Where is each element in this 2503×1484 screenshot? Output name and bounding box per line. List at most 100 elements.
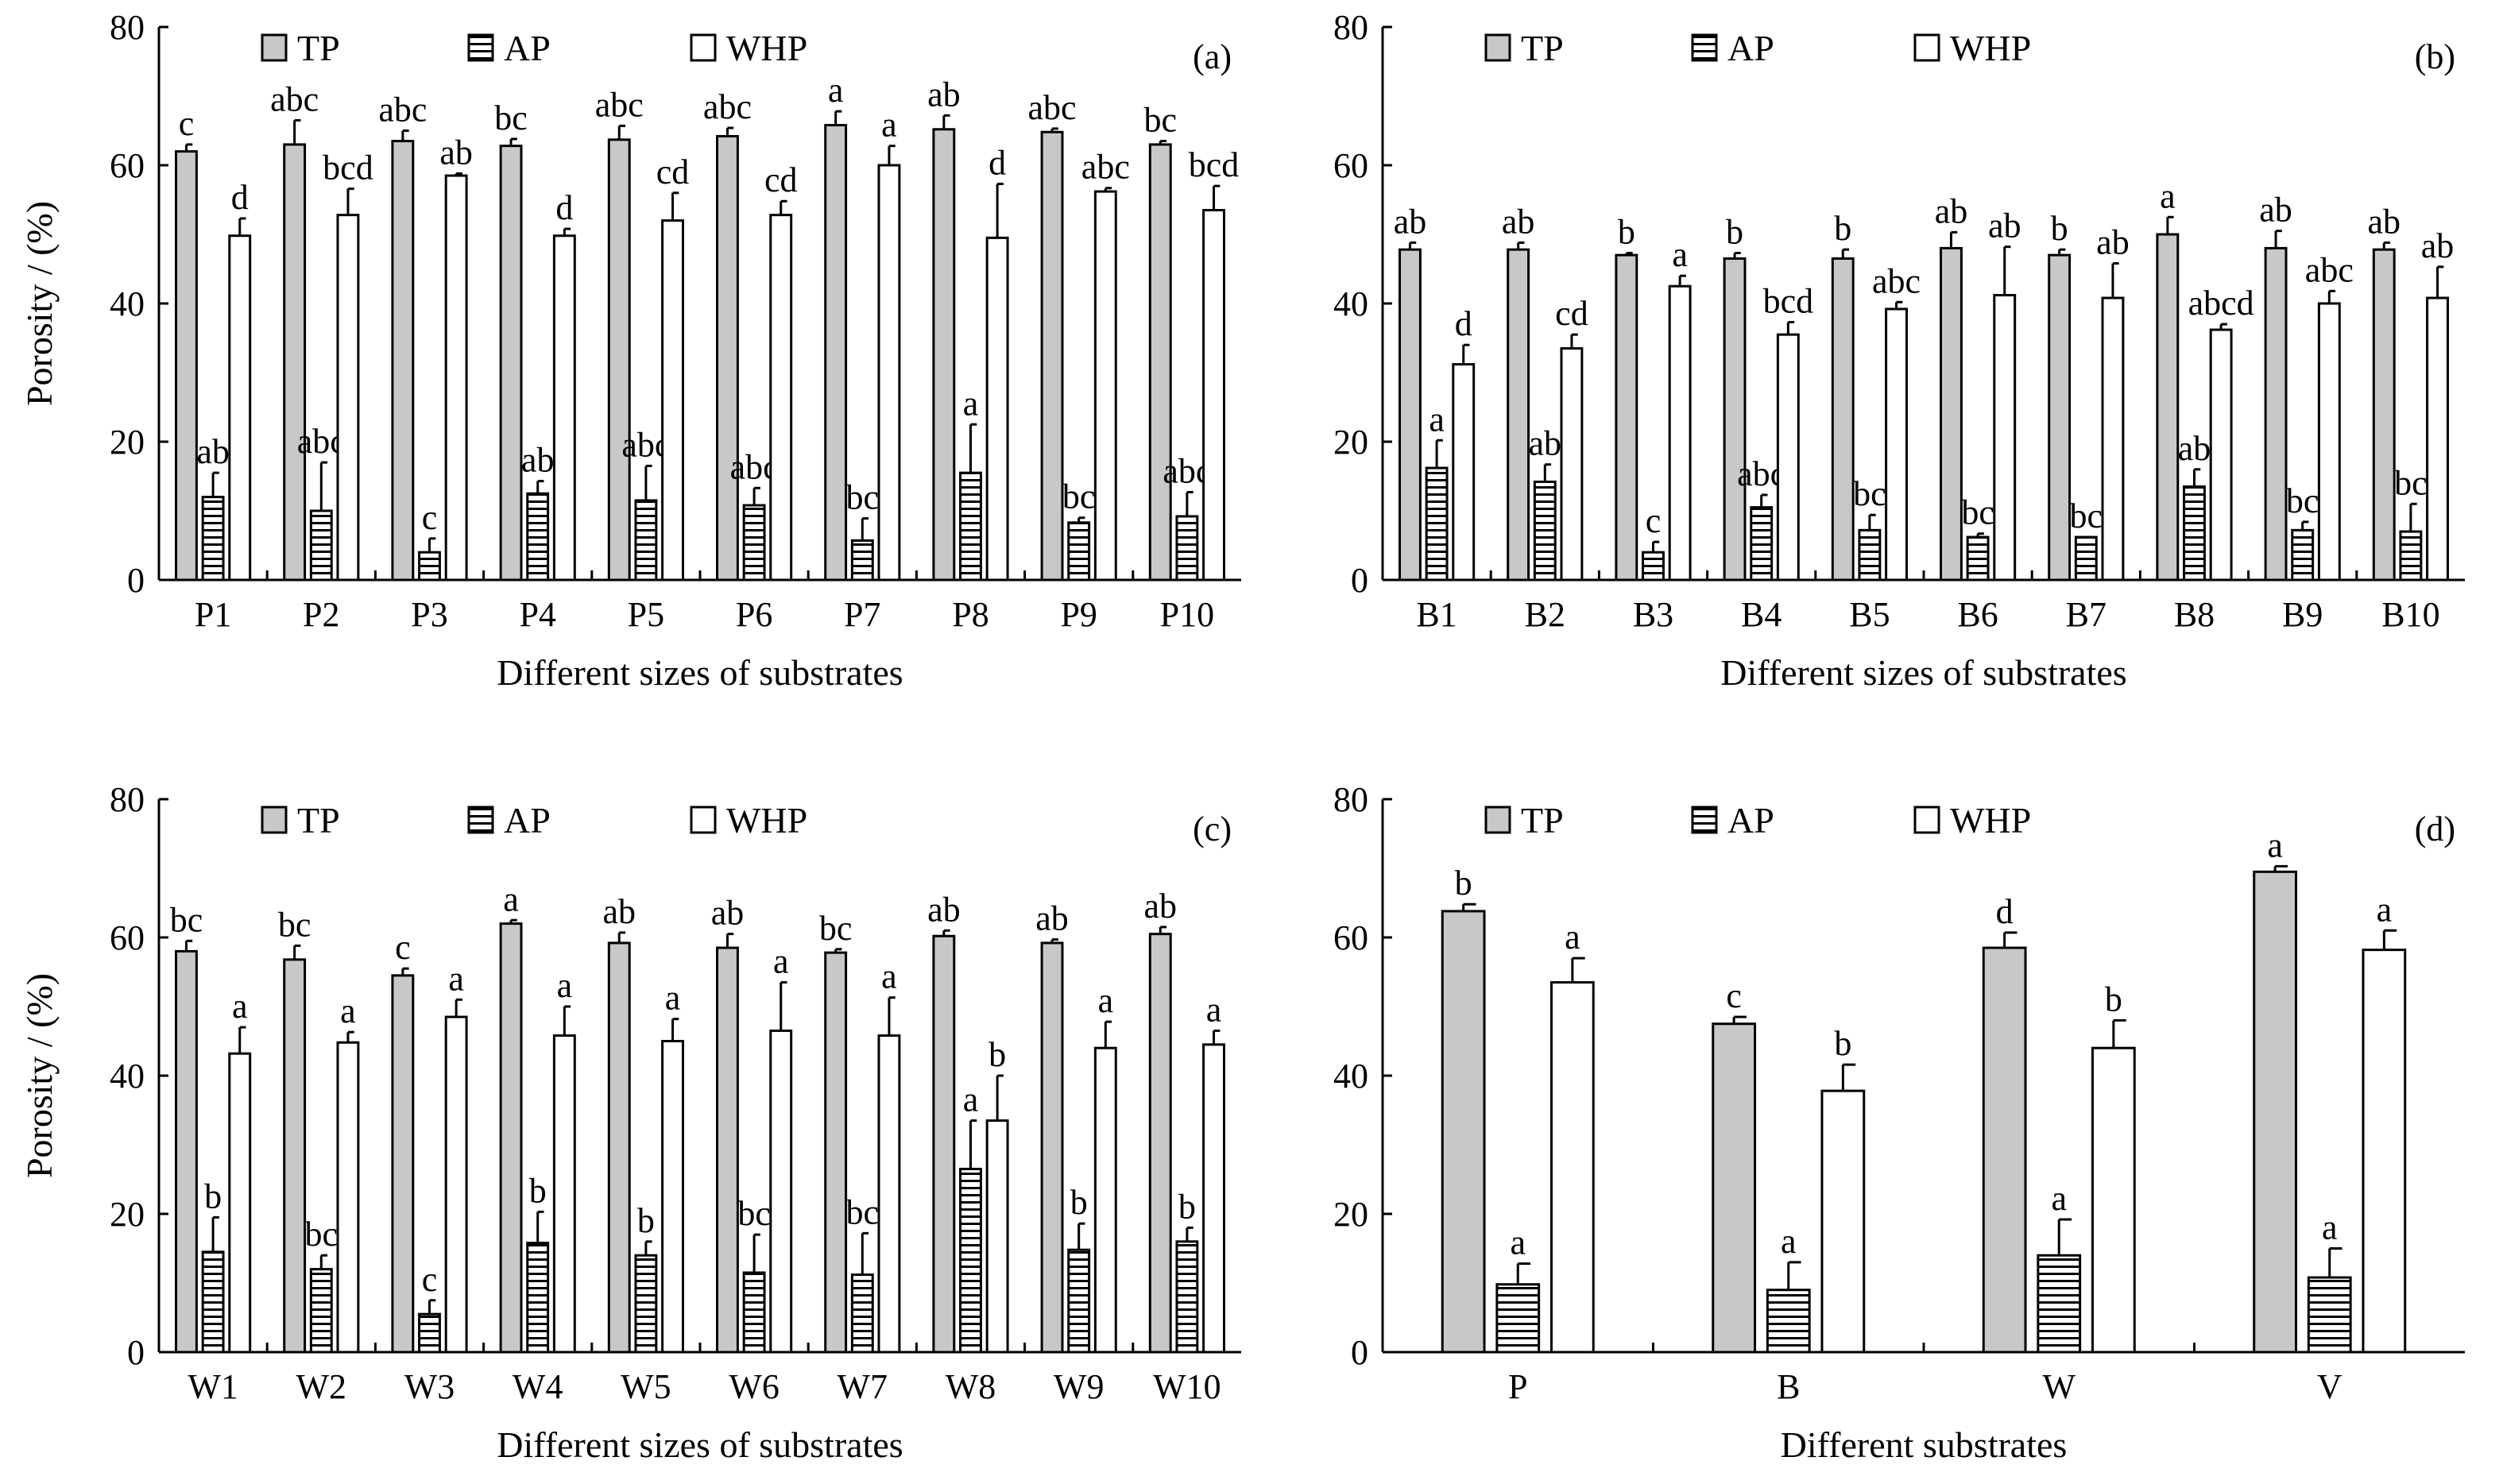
- bar-whp: [661, 1040, 684, 1354]
- significance-letter: a: [1098, 981, 1114, 1020]
- bar-ap: [526, 492, 550, 582]
- bar-tp: [2372, 248, 2396, 582]
- bar-whp: [1776, 333, 1800, 582]
- legend: TP AP WHP: [261, 28, 807, 68]
- legend-swatch-tp: [261, 806, 288, 834]
- bar-ap: [1533, 480, 1557, 582]
- significance-letter: d: [231, 178, 249, 217]
- bar-tp: [1040, 941, 1064, 1354]
- legend-label: TP: [297, 28, 340, 68]
- x-tick-label: P4: [519, 595, 555, 634]
- significance-letter: d: [988, 143, 1006, 182]
- y-tick-label: 80: [1333, 780, 1368, 819]
- y-tick-label: 60: [110, 918, 145, 957]
- significance-letter: bc: [1143, 101, 1177, 140]
- significance-letter: a: [665, 979, 681, 1018]
- x-tick-label: P: [1508, 1367, 1527, 1406]
- significance-letter: bcd: [1763, 281, 1814, 320]
- bar-whp: [1885, 307, 1908, 582]
- significance-letter: ab: [1988, 207, 2021, 245]
- bar-whp: [2091, 1046, 2136, 1354]
- x-tick-label: B1: [1416, 595, 1457, 634]
- significance-letter: a: [232, 987, 248, 1026]
- significance-letter: cd: [1555, 294, 1588, 333]
- bar-whp: [552, 234, 576, 582]
- x-tick-label: W4: [513, 1367, 563, 1406]
- significance-letter: a: [963, 384, 979, 423]
- bar-whp: [661, 219, 684, 582]
- bar-tp: [607, 941, 631, 1354]
- y-tick-label: 60: [1333, 146, 1368, 185]
- x-tick-label: P1: [195, 595, 231, 634]
- significance-letter: ab: [1394, 202, 1427, 241]
- x-tick-label: P10: [1160, 595, 1214, 634]
- x-tick-label: P9: [1060, 595, 1097, 634]
- panel-label: (d): [2415, 810, 2455, 848]
- bar-whp: [985, 1119, 1009, 1354]
- significance-letter: b: [1834, 209, 1851, 248]
- significance-letter: a: [881, 106, 897, 145]
- x-tick-label: B5: [1849, 595, 1890, 634]
- significance-letter: c: [422, 498, 438, 537]
- x-tick-label: B9: [2282, 595, 2323, 634]
- significance-letter: ab: [2259, 191, 2292, 230]
- x-axis-label: Different sizes of substrates: [497, 1424, 903, 1465]
- significance-letter: ab: [2421, 226, 2455, 265]
- bar-tp: [607, 138, 631, 582]
- bar-tp: [1040, 130, 1064, 582]
- significance-letter: ab: [439, 133, 473, 172]
- x-tick-label: W: [2042, 1367, 2076, 1406]
- x-tick-label: W5: [621, 1367, 671, 1406]
- bar-tp: [1399, 248, 1422, 582]
- significance-letter: a: [2160, 176, 2176, 215]
- bar-tp: [2264, 246, 2288, 582]
- legend-swatch-whp: [690, 33, 717, 62]
- significance-letter: a: [340, 991, 356, 1030]
- bar-whp: [877, 164, 901, 582]
- significance-letter: bc: [1961, 493, 1994, 532]
- bar-ap: [1750, 506, 1774, 582]
- significance-letter: bcd: [323, 149, 373, 187]
- significance-letter: a: [881, 957, 897, 996]
- bar-tp: [175, 150, 198, 582]
- bar-whp: [769, 214, 793, 582]
- bar-ap: [1067, 521, 1091, 582]
- bar-ap: [742, 1271, 766, 1354]
- bar-ap: [201, 496, 225, 582]
- bar-tp: [716, 946, 739, 1354]
- y-tick-label: 20: [1333, 423, 1368, 462]
- bar-ap: [526, 1242, 550, 1354]
- significance-letter: a: [1429, 400, 1445, 439]
- significance-letter: bc: [2070, 497, 2103, 535]
- legend-label: WHP: [1950, 28, 2031, 68]
- bar-whp: [444, 174, 468, 582]
- bar-ap: [2183, 485, 2206, 582]
- significance-letter: c: [395, 928, 411, 967]
- y-tick-label: 0: [127, 561, 145, 600]
- bar-ap: [2307, 1276, 2352, 1354]
- bar-tp: [499, 145, 523, 582]
- x-tick-label: W2: [296, 1367, 347, 1406]
- significance-letter: ab: [602, 892, 636, 931]
- significance-letter: cd: [656, 153, 690, 191]
- legend-label: WHP: [726, 800, 807, 841]
- significance-letter: a: [1565, 918, 1580, 956]
- significance-letter: bc: [819, 909, 853, 948]
- significance-letter: a: [1510, 1223, 1526, 1262]
- bar-ap: [2291, 528, 2315, 582]
- bar-tp: [499, 922, 523, 1354]
- x-tick-label: W8: [946, 1367, 996, 1406]
- legend-label: AP: [1727, 28, 1774, 68]
- y-tick-label: 80: [1333, 8, 1368, 47]
- significance-letter: c: [422, 1260, 438, 1299]
- x-tick-label: B2: [1525, 595, 1565, 634]
- y-tick-label: 40: [110, 284, 145, 323]
- significance-letter: c: [1646, 501, 1662, 540]
- x-tick-label: B6: [1957, 595, 1998, 634]
- significance-letter: abc: [270, 79, 319, 118]
- chart-panel: 0 20 40 60 80 Pb a a Bc a b Wd a b Va a a Different subst…: [1333, 780, 2465, 1465]
- significance-letter: d: [555, 188, 573, 227]
- bar-ap: [1966, 535, 1990, 582]
- significance-letter: ab: [196, 432, 230, 471]
- y-tick-label: 20: [1333, 1195, 1368, 1234]
